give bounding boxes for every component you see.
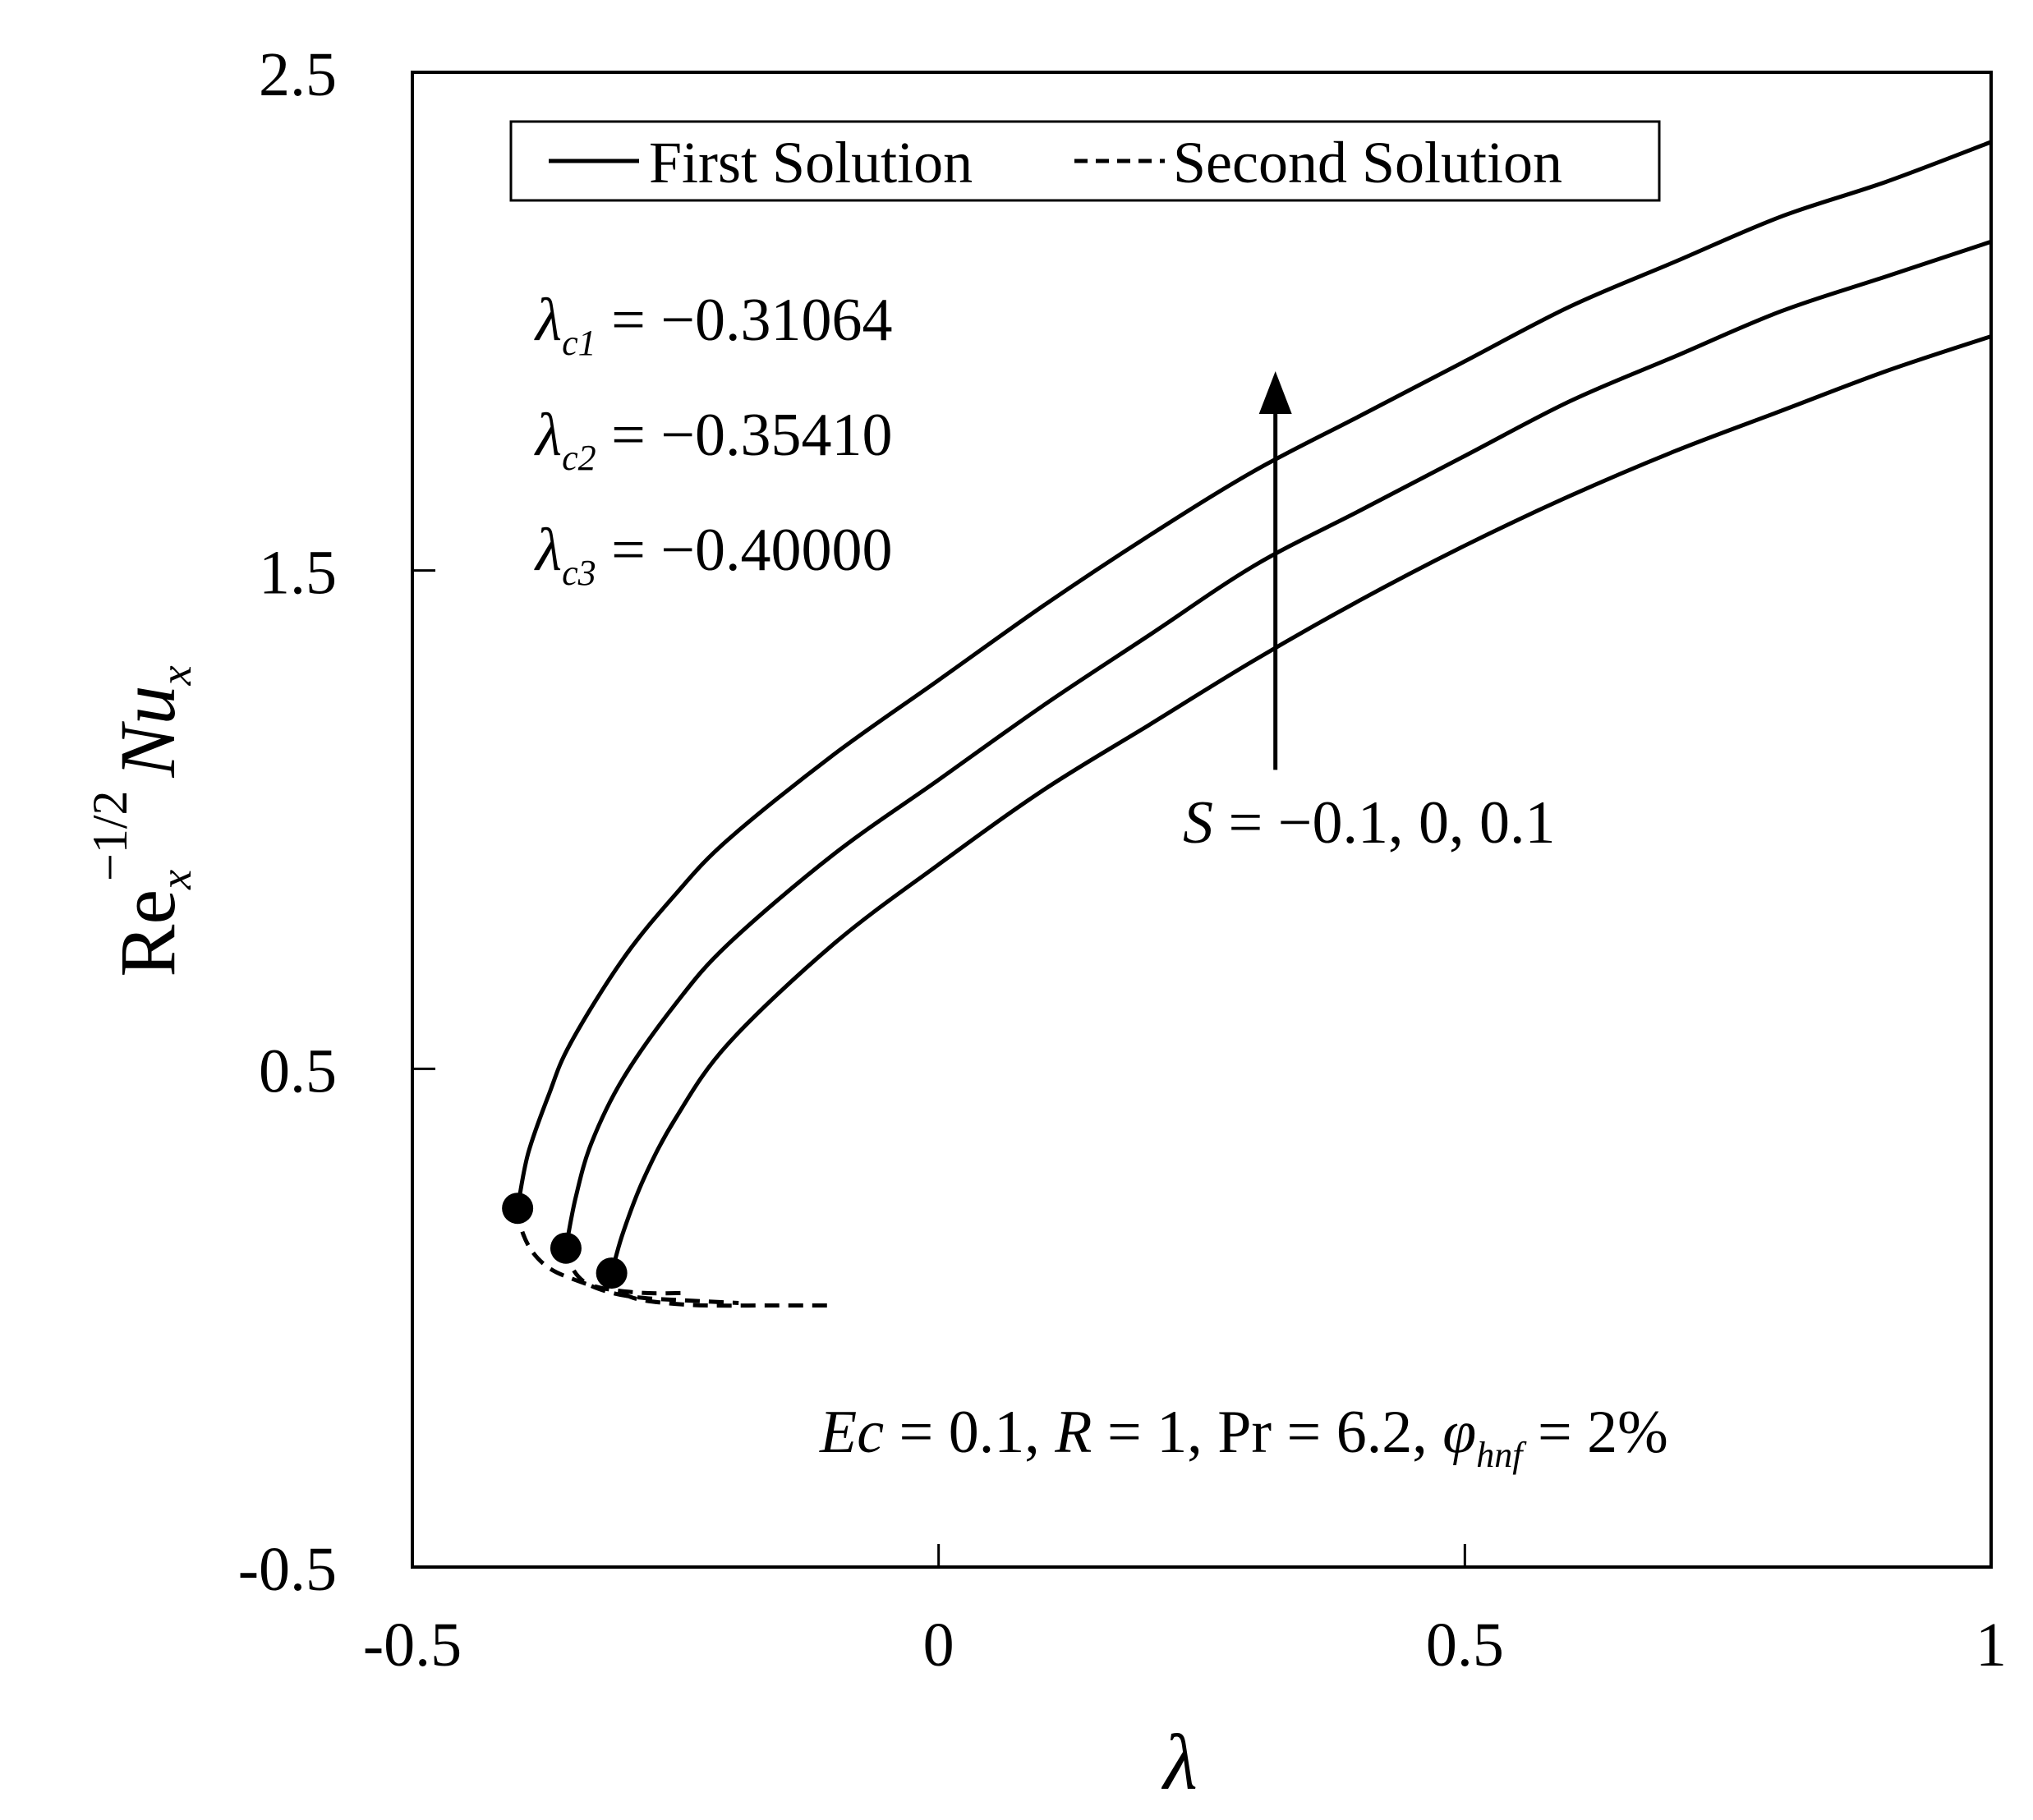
- parameter-part-6: hnf: [1476, 1435, 1527, 1475]
- critical-value-2: λc2 = −0.35410: [534, 402, 893, 478]
- y-axis-label-text: Rex−1/2Nux: [83, 665, 200, 977]
- x-tick-label: 1: [1976, 1611, 2007, 1680]
- critical-values: λc1 = −0.31064 λc2 = −0.35410 λc3 = −0.4…: [534, 287, 893, 593]
- arrow-annotation: [1258, 371, 1292, 770]
- critical-value-3: λc3 = −0.40000: [534, 517, 893, 593]
- critical-sub-3: c3: [562, 553, 596, 593]
- critical-point-3: [596, 1257, 628, 1289]
- parameter-part-5: φ: [1442, 1399, 1476, 1466]
- critical-symbol-3: λ: [534, 517, 562, 584]
- y-label-sup: −1/2: [83, 790, 137, 881]
- y-label-base2: Nu: [103, 685, 191, 778]
- parameter-part-4: = 1, Pr = 6.2,: [1092, 1399, 1442, 1466]
- first-solution-curve-3: [609, 334, 1992, 1274]
- y-tick-label: -0.5: [238, 1535, 337, 1604]
- legend-label-first: First Solution: [649, 130, 973, 195]
- series-layer: [502, 140, 1992, 1308]
- second-solution-curve-3: [609, 1272, 834, 1308]
- critical-symbol-2: λ: [534, 402, 562, 469]
- y-label-sub: x: [151, 870, 200, 890]
- y-axis-label: Rex−1/2Nux: [83, 665, 200, 977]
- first-solution-curve-1: [515, 140, 1992, 1209]
- x-tick-label: -0.5: [363, 1611, 462, 1680]
- critical-text-1: = −0.31064: [596, 287, 893, 354]
- critical-symbol-1: λ: [534, 287, 562, 354]
- legend-label-second: Second Solution: [1173, 130, 1562, 195]
- critical-sub-1: c1: [562, 323, 596, 363]
- critical-sub-2: c2: [562, 438, 596, 478]
- critical-point-2: [550, 1232, 582, 1264]
- y-tick-label: 0.5: [259, 1036, 337, 1105]
- second-solution-curve-2: [563, 1247, 739, 1305]
- x-axis-ticks: -0.5 0 0.5 1: [363, 1544, 2007, 1680]
- first-solution-curve-2: [563, 239, 1992, 1249]
- y-label-base: Re: [103, 889, 191, 977]
- y-tick-label: 1.5: [259, 539, 337, 608]
- critical-point-1: [502, 1193, 534, 1225]
- critical-text-2: = −0.35410: [596, 402, 893, 469]
- parameter-part-1: Ec: [819, 1399, 884, 1466]
- y-tick-label: 2.5: [259, 40, 337, 109]
- x-tick-label: 0: [923, 1611, 954, 1680]
- plot-frame: [411, 71, 1993, 1569]
- s-annotation-label: S = −0.1, 0, 0.1: [1183, 789, 1555, 857]
- parameter-part-2: = 0.1,: [884, 1399, 1055, 1466]
- s-annotation-text: = −0.1, 0, 0.1: [1213, 789, 1555, 857]
- arrow-head: [1258, 371, 1292, 414]
- x-tick-label: 0.5: [1426, 1611, 1504, 1680]
- critical-value-1: λc1 = −0.31064: [534, 287, 893, 363]
- y-label-sub2: x: [151, 665, 200, 686]
- y-axis-ticks: -0.5 0.5 1.5 2.5: [238, 40, 435, 1604]
- x-axis-label: λ: [1161, 1718, 1198, 1806]
- second-solution-curve-1: [515, 1207, 687, 1296]
- parameters-annotation: Ec = 0.1, R = 1, Pr = 6.2, φhnf = 2%: [819, 1399, 1668, 1475]
- parameter-part-3: R: [1054, 1399, 1092, 1466]
- s-annotation-var: S: [1183, 789, 1213, 857]
- critical-text-3: = −0.40000: [596, 517, 893, 584]
- legend: First Solution Second Solution: [509, 120, 1661, 202]
- parameter-part-7: = 2%: [1522, 1399, 1667, 1466]
